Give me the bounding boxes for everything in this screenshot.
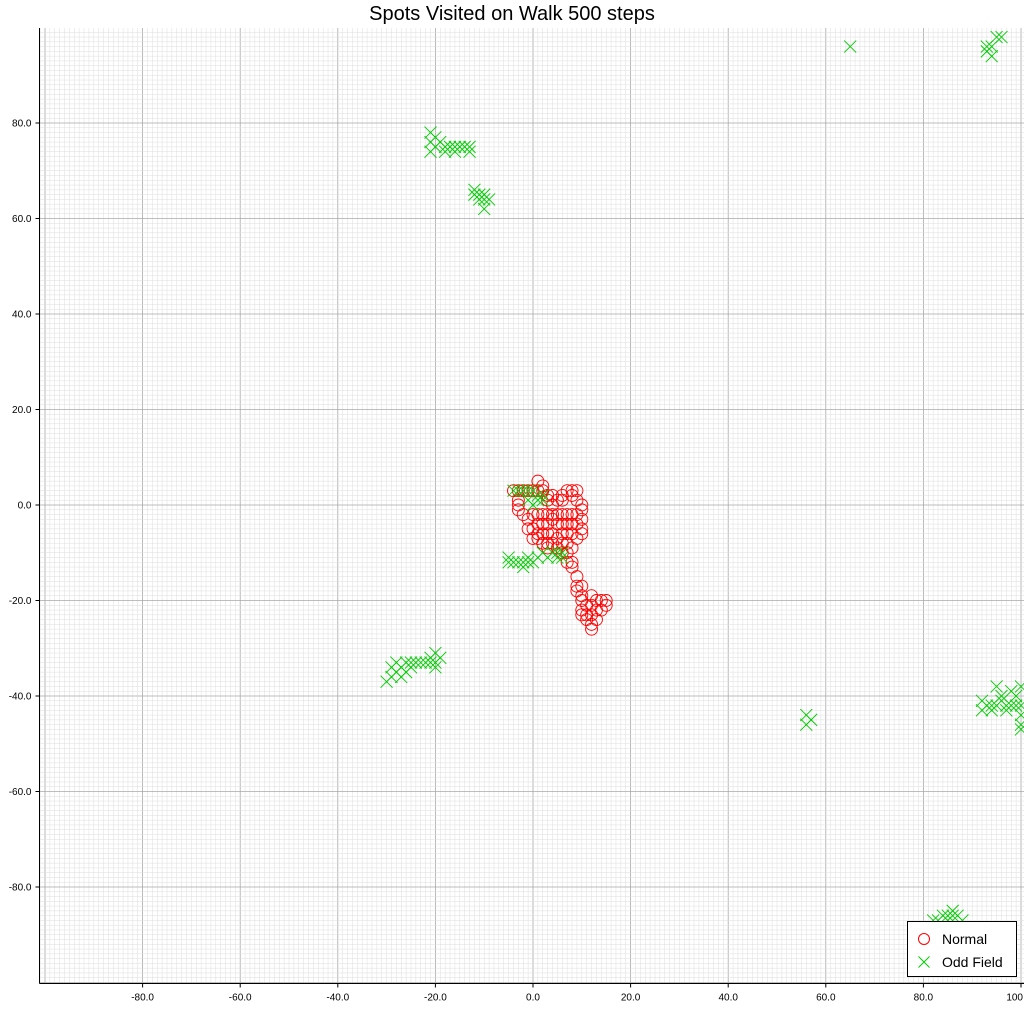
odd-field-point [502,555,515,569]
odd-field-point [990,680,1003,693]
odd-field-point [482,193,496,206]
odd-field-point [995,30,1008,44]
odd-field-point [433,651,447,665]
y-tick-label: 20.0 [12,405,32,416]
y-tick-label: -20.0 [9,596,32,607]
y-tick-label: -40.0 [9,692,32,703]
normal-point [570,484,584,498]
normal-point [580,613,594,627]
x-tick-label: -80.0 [131,993,154,1004]
normal-point [536,536,550,550]
normal-point [511,493,525,507]
odd-field-point [804,713,818,727]
x-tick-label: 0.0 [526,993,540,1004]
normal-point [550,493,564,507]
x-marker-icon [918,956,930,968]
odd-field-point [521,555,535,569]
x-tick-label: 100 [1006,993,1023,1004]
normal-point [575,579,589,593]
odd-field-point [1014,680,1024,693]
series-normal [507,474,613,636]
odd-field-point [438,140,452,154]
odd-field-point [463,145,476,158]
legend: Normal Odd Field [907,921,1017,977]
odd-field-point [477,202,491,216]
odd-field-point [448,140,462,154]
normal-point [516,508,530,521]
normal-point [541,493,555,507]
x-tick-label: 20.0 [621,993,641,1004]
x-tick-label: -40.0 [326,993,349,1004]
odd-field-point [1014,723,1024,736]
odd-field-point [1014,718,1024,731]
legend-label-normal: Normal [942,931,988,947]
odd-field-point [453,140,467,154]
normal-point [599,594,613,607]
legend-item-normal: Normal [916,929,987,949]
odd-field-point [477,193,491,206]
normal-point [560,555,574,569]
normal-point [560,484,574,498]
normal-point [565,489,579,502]
grid [39,28,1024,984]
odd-field-point [507,555,520,569]
normal-point [541,541,555,555]
normal-point [599,598,613,612]
y-tick-label: 80.0 [12,119,32,130]
odd-field-point [555,551,569,564]
y-tick-label: 40.0 [12,310,32,321]
odd-field-point [429,661,442,674]
x-tick-label: 60.0 [816,993,836,1004]
odd-field-point [1009,689,1023,703]
normal-point [511,484,525,498]
legend-item-odd-field: Odd Field [916,952,1003,972]
tick-labels: -80.0 -60.0 -40.0 -20.0 0.0 20.0 40.0 60.0 80.0 1… [9,119,1024,1004]
normal-point [511,503,525,517]
normal-point [585,617,599,631]
series-odd-field [380,30,1024,927]
circle-marker-icon [918,933,930,945]
y-tick-label: -60.0 [9,787,32,798]
odd-field-point [536,493,550,507]
odd-field-point [946,904,959,918]
odd-field-point [404,656,418,669]
x-tick-label: -60.0 [229,993,252,1004]
odd-field-point [1009,699,1023,712]
odd-field-point [409,656,423,669]
odd-field-point [507,484,520,497]
odd-field-point [414,656,428,669]
chart-title: Spots Visited on Walk 500 steps [369,3,655,25]
normal-point [594,594,608,607]
odd-field-point [555,546,569,560]
y-tick-label: 60.0 [12,214,32,225]
y-tick-label: 0.0 [18,501,32,512]
x-tick-label: -20.0 [424,993,447,1004]
odd-field-point [946,909,959,922]
axes [39,28,1024,984]
data-points [380,30,1024,927]
odd-field-point [985,49,999,63]
odd-field-point [1014,699,1024,712]
odd-field-point [463,140,476,154]
legend-label-odd-field: Odd Field [942,954,1003,970]
odd-field-point [516,484,530,497]
odd-field-point [1014,708,1024,722]
odd-field-point [843,40,857,53]
normal-point [546,536,559,550]
normal-point [521,484,535,498]
odd-field-point [990,30,1003,44]
y-tick-label: -80.0 [9,883,32,894]
odd-field-point [521,493,535,507]
x-tick-label: 80.0 [914,993,934,1004]
normal-point [565,555,579,569]
x-tick-label: 40.0 [718,993,738,1004]
